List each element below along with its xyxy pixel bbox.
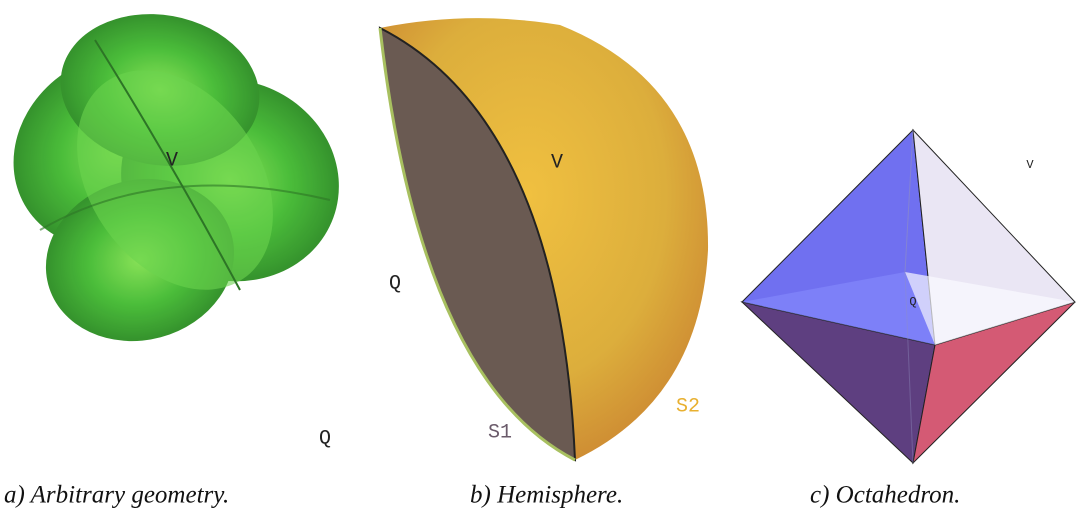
caption: c) Octahedron. (810, 482, 960, 509)
panel-a: V Q a) Arbitrary geometry. (0, 0, 368, 509)
label: S1 (488, 421, 512, 444)
label: S2 (676, 395, 700, 418)
green-geometry (0, 0, 368, 362)
label: V (1026, 158, 1034, 172)
label: V (551, 151, 563, 174)
label: Q (319, 427, 331, 450)
label: Q (389, 272, 401, 295)
label: V (166, 149, 178, 172)
caption: b) Hemisphere. (470, 482, 623, 509)
label: Q (909, 295, 916, 309)
figure: V Q a) Arbitrary geometry. V Q S1 S2 b) … (0, 0, 1076, 513)
panel-b: V Q S1 S2 b) Hemisphere. (380, 18, 708, 509)
panel-c: V Q c) Octahedron. (742, 130, 1075, 509)
caption: a) Arbitrary geometry. (4, 482, 229, 509)
